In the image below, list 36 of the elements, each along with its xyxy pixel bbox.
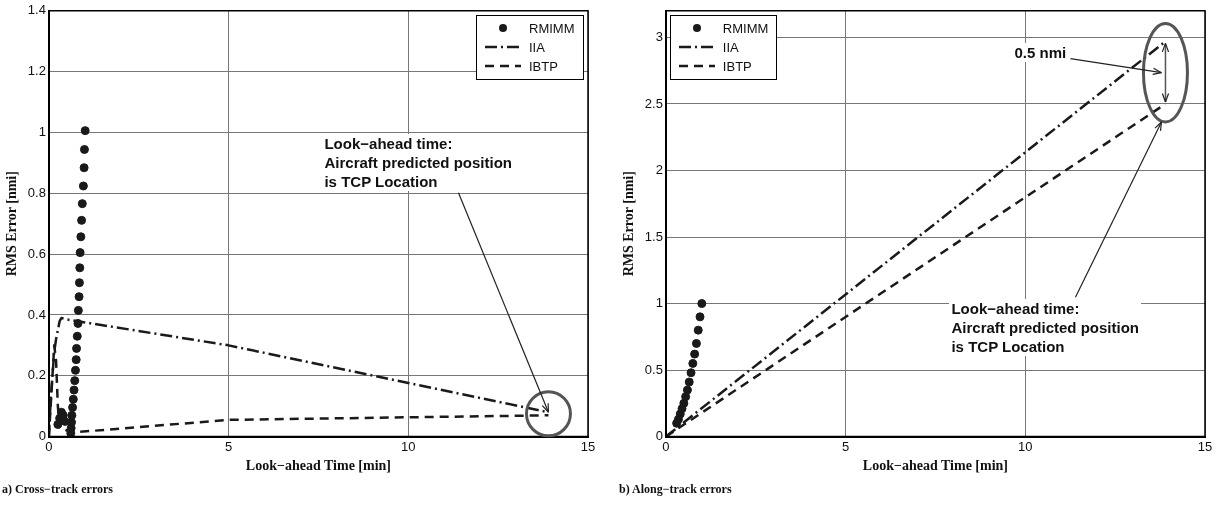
text: a) Cross−track errors	[2, 482, 114, 497]
legend-label: RMIMM	[722, 20, 769, 36]
y-tick-label: 0.8	[27, 184, 46, 200]
x-tick-label: 5	[841, 438, 850, 454]
y-tick-label: 1.2	[27, 63, 46, 79]
annotation: 0.5 nmi	[1012, 43, 1069, 63]
annotation: Look−ahead time: Aircraft predicted position is TCP Location	[949, 299, 1141, 357]
y-axis-title: RMS Error [nmi]	[4, 171, 20, 277]
y-axis-title: RMS Error [nmi]	[621, 171, 637, 277]
y-tick-label: 0.2	[27, 367, 46, 383]
x-tick-label: 15	[580, 438, 596, 454]
y-tick-label: 0.5	[644, 361, 663, 377]
annotation: Look−ahead time: Aircraft predicted position is TCP Location	[322, 133, 514, 191]
x-axis-title: Look−ahead Time [min]	[245, 458, 392, 474]
x-tick-label: 5	[224, 438, 233, 454]
legend-label: IIA	[529, 39, 545, 55]
x-tick-label: 10	[1018, 438, 1033, 454]
legend-label: IBTP	[722, 58, 752, 74]
y-tick-label: 1.5	[644, 228, 663, 244]
y-tick-label: 1	[655, 295, 663, 311]
x-tick-label: 15	[1197, 438, 1213, 454]
y-tick-label: 3	[655, 28, 663, 44]
y-tick-label: 0	[655, 428, 663, 444]
legend-label: IIA	[722, 39, 739, 55]
y-tick-label: 0	[38, 428, 46, 444]
legend-label: IBTP	[529, 58, 558, 74]
x-axis-title: Look−ahead Time [min]	[862, 458, 1009, 474]
text: b) Along−track errors	[619, 482, 732, 497]
y-tick-label: 2	[655, 162, 663, 178]
y-tick-label: 2.5	[644, 95, 663, 111]
legend-label: RMIMM	[529, 20, 575, 36]
y-tick-label: 0.6	[27, 245, 46, 261]
y-tick-label: 1	[38, 124, 46, 140]
y-tick-label: 1.4	[27, 2, 46, 18]
y-tick-label: 0.4	[27, 306, 46, 322]
x-tick-label: 10	[401, 438, 416, 454]
